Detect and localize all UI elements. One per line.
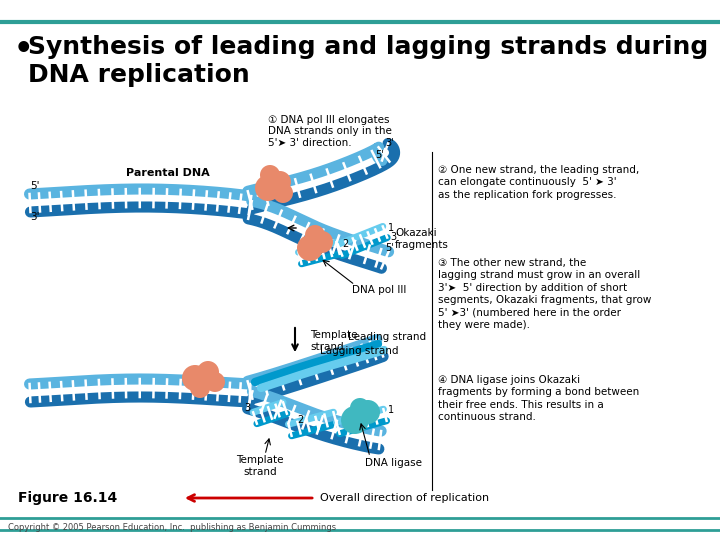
Text: Leading strand: Leading strand [348, 332, 426, 342]
Text: 1: 1 [388, 223, 394, 233]
Text: Figure 16.14: Figure 16.14 [18, 491, 117, 505]
Text: Okazaki
fragments: Okazaki fragments [395, 228, 449, 249]
Text: ① DNA pol III elongates
DNA strands only in the
5'➤ 3' direction.: ① DNA pol III elongates DNA strands only… [268, 115, 392, 148]
Text: Synthesis of leading and lagging strands during
DNA replication: Synthesis of leading and lagging strands… [28, 35, 708, 87]
Circle shape [305, 225, 325, 245]
Circle shape [297, 235, 323, 261]
Text: ② One new strand, the leading strand,
can elongate continuously  5' ➤ 3'
as the : ② One new strand, the leading strand, ca… [438, 165, 639, 200]
Text: 3: 3 [244, 403, 250, 413]
Circle shape [341, 406, 369, 434]
Text: 2: 2 [297, 415, 303, 425]
Text: Lagging strand: Lagging strand [320, 346, 398, 356]
Circle shape [269, 171, 291, 193]
Text: 1: 1 [388, 405, 394, 415]
Text: ④ DNA ligase joins Okazaki
fragments by forming a bond between
their free ends. : ④ DNA ligase joins Okazaki fragments by … [438, 375, 639, 422]
Text: 2: 2 [342, 239, 348, 249]
Circle shape [190, 378, 210, 398]
Circle shape [255, 175, 281, 201]
Text: 3': 3' [385, 138, 394, 148]
Text: 3': 3' [390, 232, 399, 242]
Circle shape [311, 231, 333, 253]
Circle shape [205, 372, 225, 392]
Text: Copyright © 2005 Pearson Education, Inc.  publishing as Benjamin Cummings: Copyright © 2005 Pearson Education, Inc.… [8, 523, 336, 532]
Text: Parental DNA: Parental DNA [126, 168, 210, 178]
Text: Overall direction of replication: Overall direction of replication [320, 493, 489, 503]
Text: DNA pol III: DNA pol III [352, 285, 406, 295]
Text: 5': 5' [30, 181, 40, 191]
Circle shape [273, 183, 293, 203]
Text: •: • [14, 35, 34, 64]
Circle shape [260, 165, 280, 185]
Circle shape [356, 400, 380, 424]
Text: Template
strand: Template strand [236, 455, 284, 477]
Text: 5': 5' [385, 243, 394, 253]
Circle shape [182, 365, 208, 391]
Text: DNA ligase: DNA ligase [365, 458, 422, 468]
Circle shape [197, 361, 219, 383]
Text: ③ The other new strand, the
lagging strand must grow in an overall
3'➤  5' direc: ③ The other new strand, the lagging stra… [438, 258, 652, 330]
Text: Template
strand: Template strand [310, 330, 358, 352]
Text: 5': 5' [375, 150, 384, 160]
Circle shape [350, 398, 370, 418]
Text: 3': 3' [30, 212, 40, 222]
